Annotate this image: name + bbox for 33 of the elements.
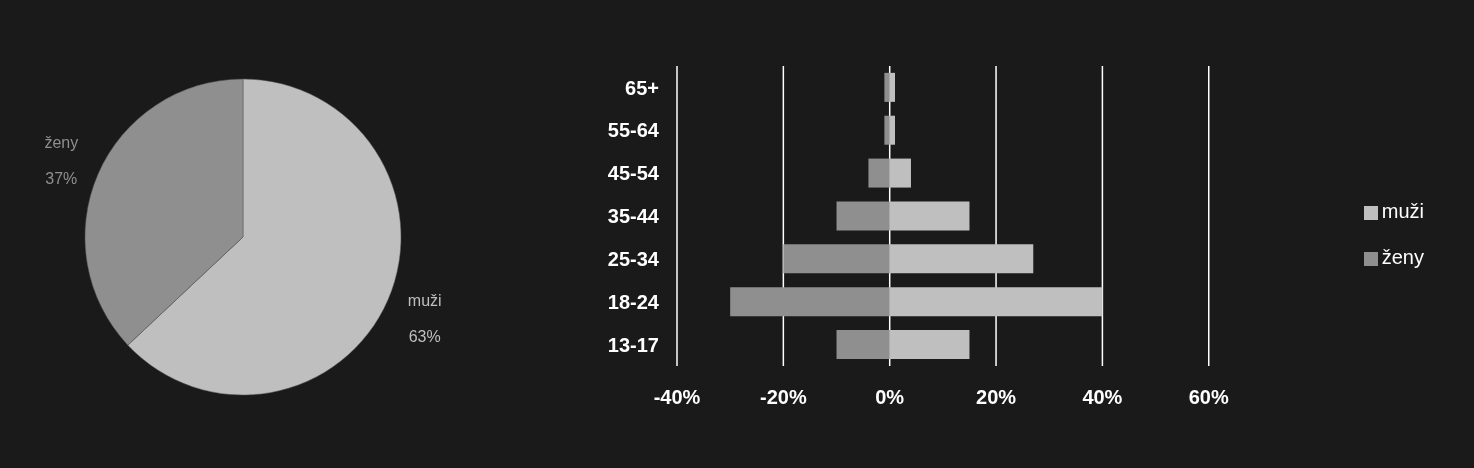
bar <box>889 115 896 145</box>
y-tick-label: 35-44 <box>607 205 660 228</box>
slice-label: ženy <box>44 134 79 152</box>
bar <box>836 201 890 231</box>
bar <box>730 287 890 317</box>
x-tick-label: 0% <box>875 386 905 409</box>
legend-label: ženy <box>1381 246 1424 268</box>
x-tick-label: -40% <box>653 386 701 409</box>
data-label: 63% <box>408 327 441 345</box>
y-tick-label: 18-24 <box>607 290 660 313</box>
bar <box>783 244 890 274</box>
y-tick-label: 13-17 <box>607 333 659 356</box>
bar <box>868 158 890 188</box>
y-tick-label: 25-34 <box>607 247 660 270</box>
x-tick-label: -20% <box>760 386 807 409</box>
x-tick-label: 60% <box>1188 386 1229 409</box>
bar <box>889 72 896 102</box>
legend-label: muži <box>1381 200 1424 222</box>
y-tick-label: 55-64 <box>607 119 660 142</box>
y-tick-label: 65+ <box>625 76 659 99</box>
bar <box>889 158 911 188</box>
bar <box>889 287 1103 317</box>
x-tick-label: 40% <box>1082 386 1123 409</box>
bar <box>836 330 890 359</box>
bar <box>889 201 970 231</box>
bar <box>889 330 970 359</box>
y-tick-label: 45-54 <box>607 162 660 185</box>
x-tick-label: 20% <box>976 386 1017 409</box>
bar <box>889 244 1034 274</box>
data-label: 37% <box>45 170 78 188</box>
slice-label: muži <box>407 291 442 309</box>
bar <box>884 115 890 145</box>
bar <box>884 72 890 102</box>
